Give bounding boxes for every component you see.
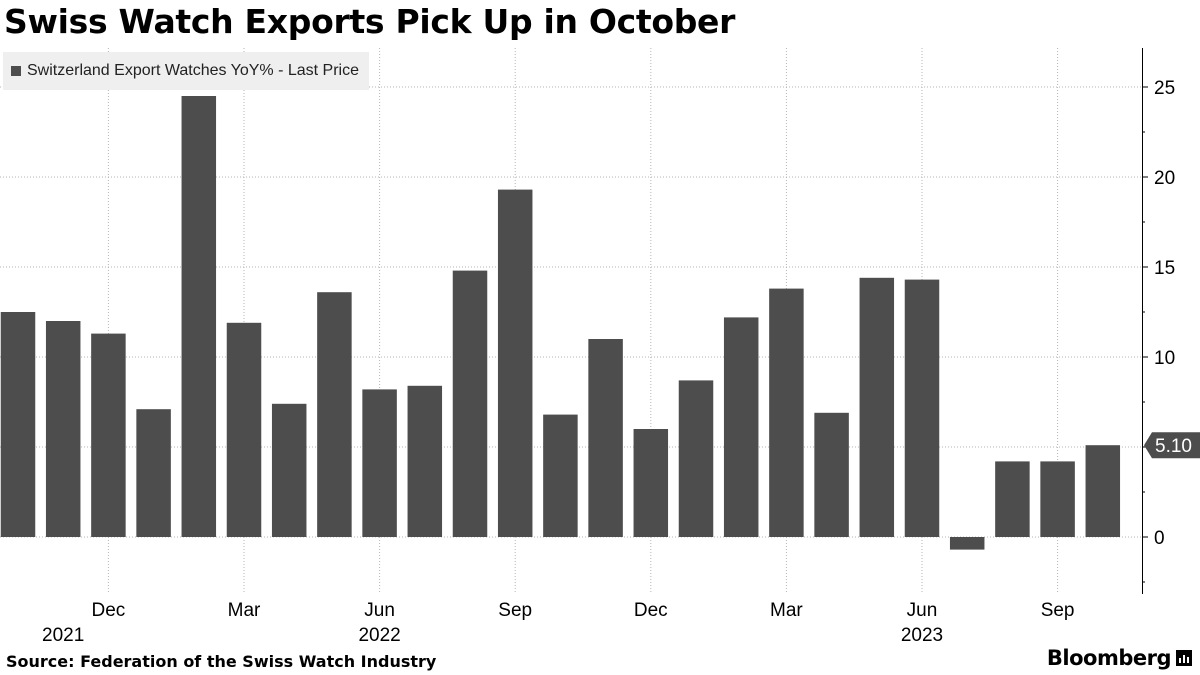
bar: [904, 279, 940, 537]
y-tick-label: 0: [1154, 528, 1165, 549]
x-tick-label: Jun: [364, 600, 395, 621]
bar: [1040, 461, 1075, 537]
x-tick-label: Mar: [770, 600, 803, 621]
bar: [723, 317, 759, 537]
x-axis: Dec Mar Jun Sep Dec Mar Jun Sep 2021 2022 2023: [42, 600, 1074, 646]
brand-logo: Bloomberg: [1047, 646, 1192, 670]
bar: [452, 270, 488, 537]
bar: [678, 380, 714, 537]
brand-name: Bloomberg: [1046, 646, 1172, 670]
bar: [1085, 445, 1121, 537]
bar-series: [0, 96, 1121, 550]
bar: [407, 385, 443, 537]
x-year-label: 2022: [358, 625, 400, 646]
bar-chart-icon: [1176, 650, 1192, 666]
legend-swatch: [11, 66, 21, 76]
last-value-badge: 5.10: [1144, 432, 1200, 459]
bar: [362, 389, 397, 537]
y-tick-label: 10: [1154, 348, 1175, 369]
last-value-label: 5.10: [1155, 436, 1192, 457]
y-axis: 05101520255.10: [1142, 48, 1200, 594]
chart-title: Swiss Watch Exports Pick Up in October: [4, 2, 736, 41]
bar: [45, 321, 81, 537]
x-tick-label: Sep: [1041, 600, 1075, 621]
last-value-box: [1144, 432, 1200, 459]
bar: [995, 461, 1030, 537]
bar: [181, 96, 217, 537]
bar: [91, 333, 126, 537]
bar: [769, 288, 804, 537]
x-tick-label: Mar: [228, 600, 261, 621]
bar: [497, 189, 533, 537]
x-year-label: 2021: [42, 625, 84, 646]
bar: [226, 322, 262, 537]
bar: [317, 292, 352, 537]
bar: [136, 409, 171, 537]
bar: [949, 537, 985, 550]
bar: [633, 429, 669, 537]
y-tick-label: 20: [1154, 168, 1175, 189]
legend-label: Switzerland Export Watches YoY% - Last P…: [27, 62, 359, 79]
y-tick-label: 25: [1154, 78, 1175, 99]
bar: [588, 339, 623, 537]
bar: [543, 414, 578, 537]
bar: [0, 312, 36, 537]
x-tick-label: Sep: [498, 600, 532, 621]
source-note: Source: Federation of the Swiss Watch In…: [6, 652, 437, 671]
bar: [271, 403, 307, 537]
x-tick-label: Jun: [907, 600, 938, 621]
legend: Switzerland Export Watches YoY% - Last P…: [3, 52, 369, 90]
y-tick-label: 15: [1154, 258, 1175, 279]
x-tick-label: Dec: [92, 600, 126, 621]
x-year-label: 2023: [901, 625, 943, 646]
bar: [859, 277, 895, 537]
x-tick-label: Dec: [634, 600, 668, 621]
bar: [814, 412, 849, 537]
